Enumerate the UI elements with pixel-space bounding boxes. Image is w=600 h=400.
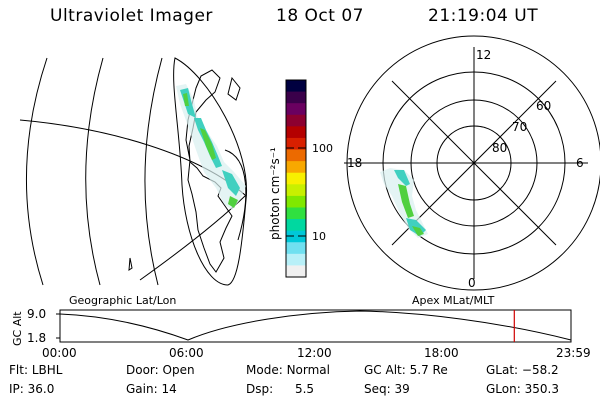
colorbar-gradient	[286, 80, 306, 278]
altitude-curve	[59, 310, 572, 341]
colorbar-unit-label: photon cm⁻²s⁻¹	[268, 147, 282, 240]
dsp-readout: Dsp: 5.5	[246, 382, 315, 396]
colorbar-band	[286, 172, 306, 185]
gain-readout: Gain: 14	[126, 382, 177, 396]
altitude-axis-label: GC Alt	[11, 311, 24, 346]
colorbar-band	[286, 80, 306, 93]
colorbar-band	[286, 219, 306, 232]
mode-value: Normal	[286, 363, 330, 377]
colorbar-band	[286, 230, 306, 243]
mlt-label-12: 12	[476, 48, 491, 62]
colorbar-band	[286, 126, 306, 139]
colorbar-band	[286, 114, 306, 127]
meridian-line	[26, 57, 48, 286]
aurora-emission-polar	[380, 168, 428, 238]
gc-alt-readout: GC Alt: 5.7 Re	[364, 363, 448, 377]
altitude-panel: GC Alt 9.0 1.8 00:00 06:00 12:00 18:00 2…	[11, 307, 591, 360]
time-tick-0000: 00:00	[42, 346, 77, 360]
colorbar-band	[286, 184, 306, 197]
colorbar-band	[286, 207, 306, 220]
glon-readout: GLon: 350.3	[486, 382, 559, 396]
earth-limb	[173, 57, 248, 286]
time-label: 21:19:04 UT	[428, 6, 539, 26]
coastline	[185, 69, 233, 273]
door-value: Open	[162, 363, 195, 377]
altitude-min-label: 1.8	[27, 331, 46, 345]
glon-value: 350.3	[524, 382, 559, 396]
colorbar-band	[286, 161, 306, 174]
geographic-caption: Geographic Lat/Lon	[69, 294, 176, 307]
colorbar: 100 10 photon cm⁻²s⁻¹	[268, 79, 333, 278]
colorbar-band	[286, 91, 306, 104]
date-label: 18 Oct 07	[276, 6, 364, 26]
altitude-max-label: 9.0	[27, 307, 46, 321]
altitude-plot-frame	[59, 309, 572, 343]
mlat-label-80: 80	[492, 141, 507, 155]
mlt-label-0: 0	[468, 276, 476, 290]
mlat-label-60: 60	[536, 99, 551, 113]
time-tick-0600: 06:00	[169, 346, 204, 360]
gc-alt-value: 5.7 Re	[409, 363, 448, 377]
time-tick-1800: 18:00	[424, 346, 459, 360]
meridian-line	[85, 57, 104, 286]
coastline	[128, 257, 133, 271]
coastline	[227, 76, 241, 101]
gain-value: 14	[161, 382, 177, 396]
colorbar-tick-10: 10	[312, 230, 326, 243]
apex-caption: Apex MLat/MLT	[412, 294, 495, 307]
door-readout: Door: Open	[126, 363, 195, 377]
seq-value: 39	[394, 382, 410, 396]
meridian-line	[144, 57, 163, 286]
colorbar-band	[286, 265, 306, 278]
mlat-label-70: 70	[512, 120, 527, 134]
dsp-value: 5.5	[294, 382, 315, 396]
glat-value: −58.2	[521, 363, 559, 377]
mode-readout: Mode: Normal	[246, 363, 330, 377]
time-tick-1200: 12:00	[297, 346, 332, 360]
colorbar-tick-100: 100	[312, 142, 333, 155]
colorbar-band	[286, 137, 306, 151]
colorbar-band	[286, 149, 306, 162]
instrument-title: Ultraviolet Imager	[50, 6, 213, 26]
colorbar-band	[286, 242, 306, 255]
filter-readout: Flt: LBHL	[9, 363, 63, 377]
filter-value: LBHL	[31, 363, 63, 377]
colorbar-band	[286, 195, 306, 209]
ip-readout: IP: 36.0	[9, 382, 55, 396]
glat-readout: GLat: −58.2	[486, 363, 559, 377]
polar-plot	[344, 35, 600, 291]
colorbar-band	[286, 103, 306, 116]
mlt-label-18: 18	[347, 156, 362, 170]
mlt-label-6: 6	[576, 156, 584, 170]
ip-value: 36.0	[27, 382, 55, 396]
time-tick-2359: 23:59	[556, 346, 591, 360]
seq-readout: Seq: 39	[364, 382, 410, 396]
latitude-line	[224, 149, 247, 241]
aurora-emission-geo	[176, 84, 246, 210]
colorbar-band	[286, 253, 306, 267]
